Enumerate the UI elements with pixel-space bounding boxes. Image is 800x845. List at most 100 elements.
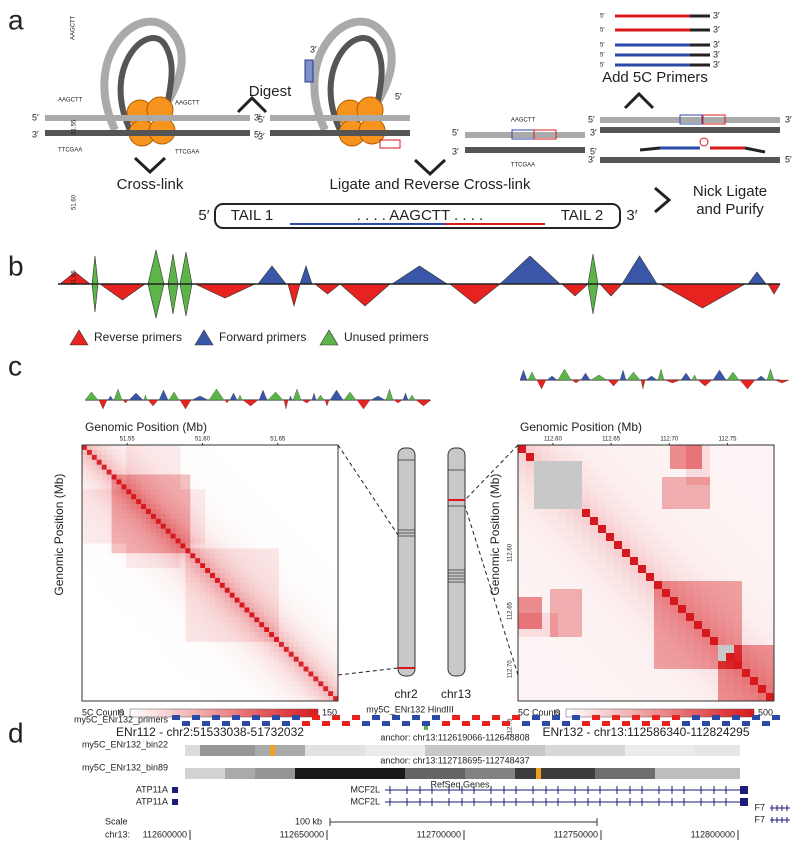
heat-cell [244,676,250,682]
heat-cell [328,632,334,638]
heat-cell [638,685,647,694]
heat-cell [116,558,122,564]
heat-cell [622,533,631,542]
heat-cell [734,605,743,614]
heat-cell [219,553,226,559]
heat-cell [185,504,191,510]
heat-cell [180,646,186,653]
heat-cell [622,565,631,574]
heat-cell [214,641,221,648]
heat-cell [239,637,245,643]
heat-cell [121,449,127,456]
heat-cell [224,577,230,584]
heat-cell [131,592,137,598]
heat-cell [86,553,93,559]
heat-cell [234,637,240,643]
heat-cell [180,661,186,667]
heat-cell [264,617,270,623]
heat-cell [165,469,171,475]
heat-cell [283,597,290,603]
heat-cell [678,645,687,654]
label: 5C Counts [82,707,125,717]
heat-cell [170,592,176,598]
heat-cell [614,573,623,582]
heat-cell [670,621,679,630]
heat-cell [710,653,719,662]
heat-cell [574,445,583,454]
heat-cell [662,629,671,638]
heat-cell [288,568,294,574]
heat-cell [96,661,102,667]
heat-cell [126,592,132,598]
heat-cell [111,479,117,485]
heat-cell [566,445,575,454]
heat-cell [239,612,245,618]
heat-cell [264,538,270,544]
heat-cell [239,509,245,515]
heat-cell [318,676,324,682]
heat-cell [131,671,137,677]
heat-cell [298,568,304,574]
heat-cell [278,548,285,554]
heat-cell [200,449,206,456]
heat-cell [582,597,591,606]
heat-cell [323,622,329,628]
heat-cell [244,513,250,520]
heat-cell [313,563,319,569]
heat-cell [121,445,127,451]
heat-cell [165,646,171,653]
heat-cell [155,563,162,569]
label: F7 [754,802,765,812]
heat-cell [678,693,687,702]
heat-cell [318,518,324,525]
heat-cell [170,518,176,525]
heat-cell [219,577,226,584]
heat-cell [190,523,196,529]
heat-cell [210,592,216,598]
heat-cell [224,518,230,525]
primer-arrow [242,721,250,726]
heat-cell [175,666,181,672]
label: TTCGAA [58,148,82,154]
heat-cell [210,597,216,603]
primer-arrow [262,721,270,726]
heat-cell [274,509,280,515]
heat-cell [86,484,93,490]
heat-cell [131,509,137,515]
heat-cell [333,558,339,564]
heat-cell [590,605,599,614]
heat-cell [155,696,162,702]
heat-cell [726,461,735,470]
heat-cell [91,533,98,539]
heat-cell [210,558,216,564]
heat-cell [622,509,631,518]
heat-cell [686,541,695,550]
heat-cell [566,573,575,582]
heat-cell [328,627,334,633]
heat-cell [160,494,166,500]
dna-loop [100,17,186,132]
bin [625,745,695,756]
heat-cell [254,691,260,697]
heat-cell [224,696,230,702]
heat-cell [150,691,157,697]
heat-cell [244,494,250,500]
heat-cell [534,669,543,678]
heat-cell [106,558,112,564]
heat-cell [678,477,687,486]
heat-cell [283,602,290,608]
heat-cell [726,549,735,558]
primer-arrow [712,715,720,720]
heat-cell [141,509,147,515]
heat-cell [150,587,157,593]
primer [158,389,169,401]
heat-cell [229,445,235,451]
heat-cell [298,617,304,623]
heat-cell [141,597,147,603]
heat-cell [155,499,162,505]
heat-cell [298,573,304,579]
heat-cell [328,563,334,569]
heat-cell [274,597,280,603]
heat-cell [303,479,309,485]
label: Forward primers [219,330,306,344]
